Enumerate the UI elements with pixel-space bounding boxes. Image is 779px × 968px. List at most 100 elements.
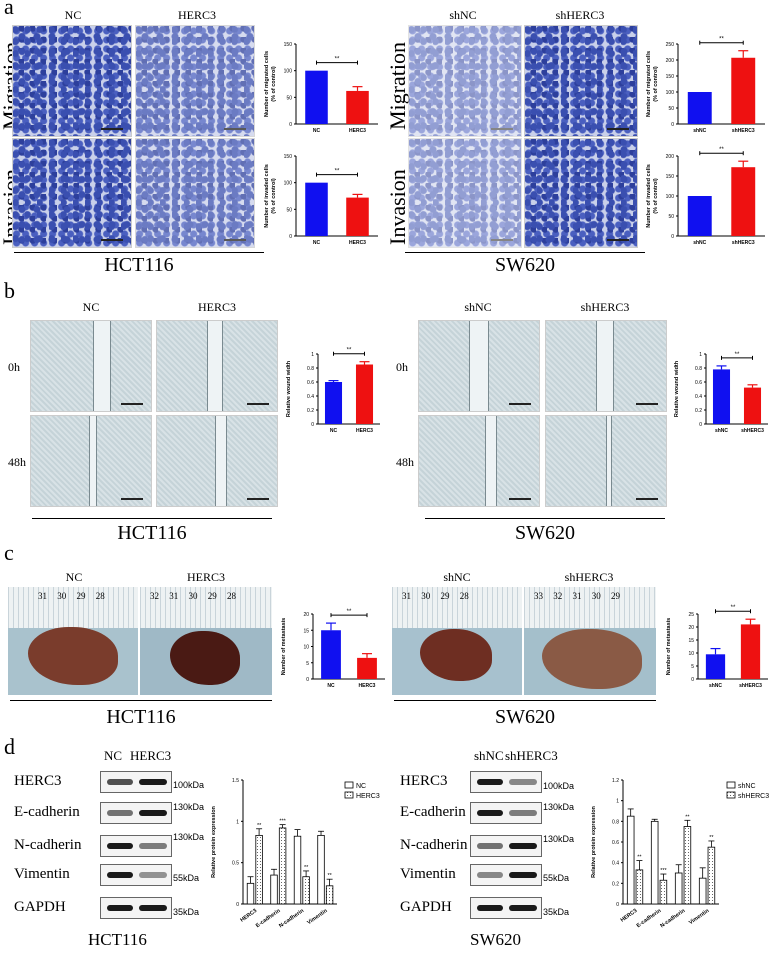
- micrograph-migration-herc3: [135, 25, 255, 137]
- bar: [705, 654, 726, 679]
- chart-d-hct: 0 0.5 1 1.5 Relative protein expression ** HER…: [211, 778, 380, 929]
- x-tick-label: shHERC3: [732, 240, 755, 246]
- bar: [324, 382, 343, 424]
- x-tick-label: HERC3: [620, 908, 639, 924]
- y-tick-label: 0: [699, 422, 702, 428]
- protein-label: HERC3: [14, 773, 62, 789]
- blot-row: [470, 771, 542, 793]
- y-axis-label: (% of control): [271, 66, 277, 102]
- bar: [357, 657, 377, 679]
- bar: [650, 820, 659, 905]
- y-axis-label: Relative wound width: [674, 360, 680, 417]
- sig-label: **: [347, 609, 352, 615]
- blot-row: [100, 897, 172, 919]
- liver-photo-nc: 31 30 29 28: [8, 587, 138, 695]
- x-tick-label: shNC: [693, 128, 706, 134]
- y-tick-label: 5: [306, 661, 309, 667]
- cell-line-label-d-hct116: HCT116: [88, 930, 147, 949]
- y-axis-label: Relative wound width: [286, 360, 292, 417]
- y-tick-label: 50: [286, 95, 292, 101]
- blot-col-label-shherc3: shHERC3: [505, 748, 558, 763]
- y-tick-label: 25: [688, 612, 694, 618]
- col-label-nc: NC: [64, 8, 82, 22]
- kda-marker: 130kDa: [543, 834, 575, 844]
- blot-row: [470, 802, 542, 824]
- y-tick-label: 15: [688, 638, 694, 644]
- cell-line-rule-b-sw: [425, 518, 665, 519]
- y-axis-label: Relative protein expression: [591, 805, 597, 877]
- sig-label: **: [327, 873, 332, 879]
- bar: [325, 885, 334, 905]
- liver-photo-shnc: 31 30 29 28: [392, 587, 522, 695]
- bar: [687, 92, 712, 124]
- cell-line-label-d-sw620: SW620: [470, 930, 521, 949]
- blot-row: [100, 802, 172, 824]
- y-axis-label: Relative protein expression: [211, 805, 217, 877]
- legend-label: shNC: [738, 783, 756, 790]
- y-tick-label: 0.2: [695, 408, 702, 414]
- bar: [246, 882, 255, 905]
- panel-letter-c: c: [4, 540, 14, 565]
- y-tick-label: 0: [671, 234, 674, 240]
- col-label-b-nc: NC: [82, 300, 100, 314]
- kda-marker: 100kDa: [543, 781, 575, 791]
- sig-label: **: [257, 823, 262, 829]
- wound-0h-shherc3: [545, 320, 667, 412]
- protein-label: GAPDH: [400, 899, 452, 915]
- bar: [731, 167, 756, 236]
- blot-row: [100, 864, 172, 886]
- bar: [355, 364, 374, 424]
- y-tick-label: 0: [236, 902, 239, 908]
- protein-label: N-cadherin: [14, 837, 82, 853]
- y-axis-label: (% of control): [653, 178, 659, 214]
- y-tick-label: 100: [284, 181, 293, 187]
- protein-label: N-cadherin: [400, 837, 468, 853]
- y-tick-label: 150: [284, 42, 293, 48]
- y-axis-label: Number of metastasis: [666, 618, 672, 675]
- blot-row: [100, 771, 172, 793]
- cell-line-label-b-sw620: SW620: [515, 522, 575, 544]
- cell-line-rule-c-sw: [394, 700, 656, 701]
- y-tick-label: 0: [289, 234, 292, 240]
- x-tick-label: NC: [330, 428, 338, 434]
- x-tick-label: HERC3: [239, 908, 258, 924]
- x-tick-label: HERC3: [356, 428, 373, 434]
- col-label-c-shherc3: shHERC3: [564, 570, 614, 584]
- sig-label: **: [335, 169, 340, 175]
- micrograph-invasion-shnc: [408, 138, 522, 248]
- blot-col-label-nc: NC: [104, 748, 123, 763]
- wound-48h-nc: [30, 415, 152, 507]
- y-tick-label: 1: [311, 352, 314, 358]
- blot-row: [470, 864, 542, 886]
- y-tick-label: 200: [666, 154, 675, 160]
- blot-row: [470, 835, 542, 857]
- y-tick-label: 100: [284, 69, 293, 75]
- bar: [255, 834, 263, 905]
- chart-c-hct: 0 5 10 15 20 Number of metastasis NC HERC3 **: [281, 609, 385, 689]
- bar: [635, 869, 644, 905]
- y-tick-label: 0.6: [695, 380, 702, 386]
- wound-0h-shnc: [418, 320, 540, 412]
- y-axis-label: Number of migrated cells: [264, 51, 270, 117]
- chart-a-hct-mig: 0 50 100 150 Number of migrated cells (% of c…: [264, 42, 378, 134]
- bar: [698, 877, 707, 905]
- y-tick-label: 50: [286, 207, 292, 213]
- bar: [712, 369, 731, 424]
- y-tick-label: 1.5: [232, 778, 239, 784]
- y-tick-label: 150: [284, 154, 293, 160]
- wound-48h-shherc3: [545, 415, 667, 507]
- blot-row: [470, 897, 542, 919]
- micrograph-migration-shnc: [408, 25, 522, 137]
- x-tick-label: NC: [313, 240, 321, 246]
- col-label-b-herc3: HERC3: [197, 300, 236, 314]
- y-axis-label: (% of control): [653, 66, 659, 102]
- cell-line-label-sw620: SW620: [495, 254, 555, 276]
- x-tick-label: shHERC3: [741, 428, 764, 434]
- chart-b-sw: 0 0.2 0.4 0.6 0.8 1 Relative wound width shNC sh…: [674, 352, 768, 434]
- panel-letter-b: b: [4, 278, 15, 303]
- protein-label: HERC3: [400, 773, 448, 789]
- bar: [278, 827, 287, 905]
- cell-line-label-b-hct116: HCT116: [117, 522, 187, 544]
- y-tick-label: 0.8: [612, 819, 619, 825]
- y-tick-label: 200: [666, 58, 675, 64]
